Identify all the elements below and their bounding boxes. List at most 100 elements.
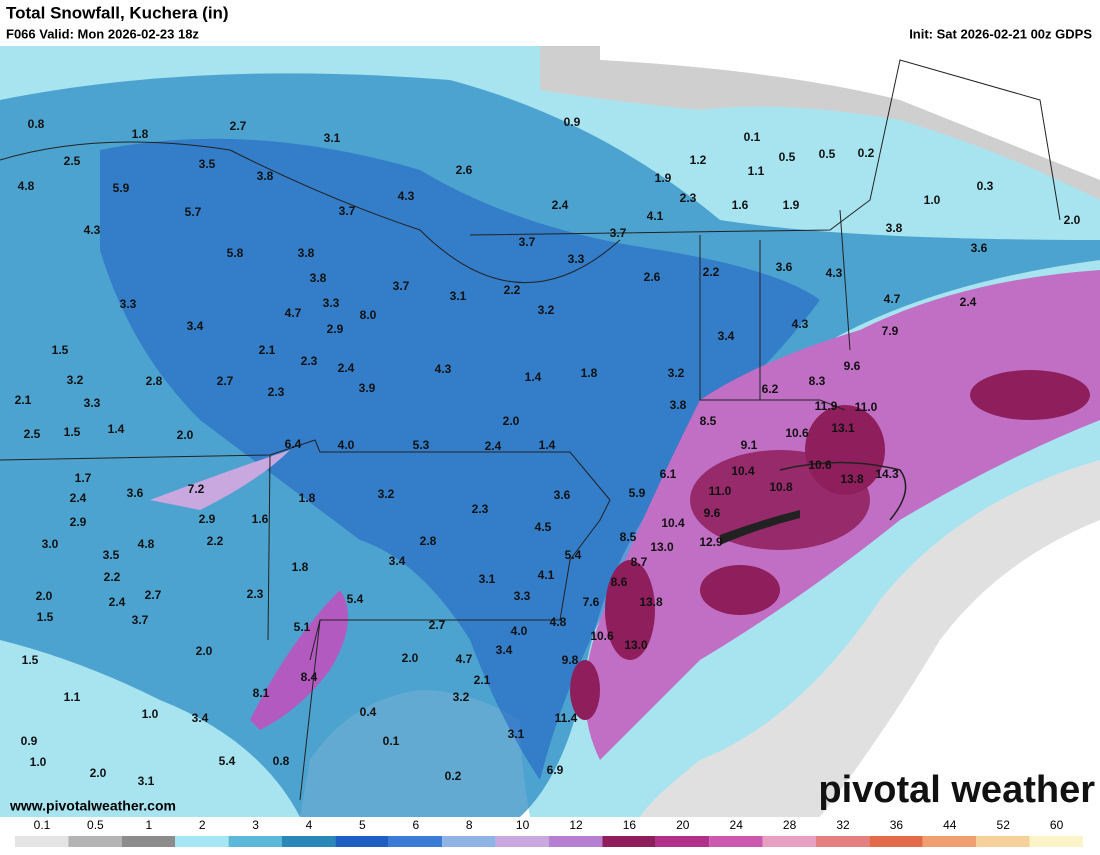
- snow-label: 0.5: [819, 147, 836, 161]
- snow-label: 7.6: [583, 595, 600, 609]
- snow-label: 8.5: [620, 530, 637, 544]
- snow-label: 0.2: [445, 769, 462, 783]
- snow-label: 2.4: [485, 439, 502, 453]
- snow-label: 8.1: [253, 686, 270, 700]
- state-border: [267, 454, 271, 641]
- snow-label: 4.1: [647, 209, 664, 223]
- colorbar-label: 28: [783, 818, 797, 832]
- snow-label: 3.8: [257, 169, 274, 183]
- snow-label: 2.2: [104, 570, 121, 584]
- snow-label: 13.8: [840, 472, 864, 486]
- snow-label: 3.4: [187, 319, 204, 333]
- colorbar-swatch: [282, 836, 336, 847]
- snow-label: 4.3: [435, 362, 452, 376]
- snow-label: 6.4: [285, 437, 302, 451]
- purple-streak: [250, 590, 348, 730]
- snow-label: 2.0: [503, 414, 520, 428]
- snow-label: 0.4: [360, 705, 377, 719]
- snow-label: 4.0: [511, 624, 528, 638]
- snow-label: 2.0: [177, 428, 194, 442]
- snow-label: 3.6: [554, 488, 571, 502]
- snow-label: 1.9: [783, 198, 800, 212]
- snow-label: 8.6: [611, 575, 628, 589]
- snow-label: 3.7: [519, 235, 536, 249]
- snow-label: 4.1: [538, 568, 555, 582]
- colorbar-label: 10: [516, 818, 530, 832]
- snow-label: 14.3: [875, 467, 899, 481]
- snow-label: 3.4: [192, 711, 209, 725]
- snow-label: 4.3: [84, 223, 101, 237]
- colorbar-label: 5: [359, 818, 366, 832]
- snow-label: 2.3: [247, 587, 264, 601]
- snow-label: 10.8: [769, 480, 793, 494]
- snow-label: 1.0: [30, 755, 47, 769]
- snow-label: 2.9: [199, 512, 216, 526]
- snow-labels: 0.8 1.8 2.7 3.1 0.9 0.1 2.5 3.5 3.8 2.6 1.2 0.5 0.5 0…: [15, 115, 1081, 788]
- snow-label: 1.8: [581, 366, 598, 380]
- colorbar-label: 0.5: [87, 818, 104, 832]
- colorbar-swatch: [549, 836, 603, 847]
- snow-label: 2.2: [504, 283, 521, 297]
- snow-label: 11.4: [555, 711, 578, 725]
- snow-label: 7.2: [188, 482, 205, 496]
- colorbar-label: 60: [1050, 818, 1064, 832]
- snow-label: 13.1: [831, 421, 855, 435]
- snow-label: 5.8: [227, 246, 244, 260]
- snow-label: 4.8: [138, 537, 155, 551]
- snow-label: 2.4: [70, 491, 87, 505]
- state-border: [299, 619, 321, 801]
- snow-label: 2.0: [1064, 213, 1081, 227]
- snow-label: 2.8: [420, 534, 437, 548]
- colorbar-label: 44: [943, 818, 957, 832]
- map-area: [0, 46, 1100, 818]
- snow-label: 9.6: [844, 359, 861, 373]
- colorbar-label: 32: [836, 818, 850, 832]
- no-snow: [600, 46, 1100, 180]
- snow-label: 2.0: [402, 651, 419, 665]
- snow-label: 0.9: [21, 734, 38, 748]
- snow-label: 12.9: [699, 535, 723, 549]
- colorbar-swatch: [922, 836, 977, 847]
- colorbar-swatch: [816, 836, 870, 847]
- snow-label: 2.1: [474, 673, 491, 687]
- snow-label: 1.1: [748, 164, 765, 178]
- snow-label: 2.4: [552, 198, 569, 212]
- snow-label: 1.5: [52, 343, 69, 357]
- snow-label: 3.8: [670, 398, 687, 412]
- snow-label: 3.7: [393, 279, 410, 293]
- colorbar-swatch: [762, 836, 816, 847]
- snow-label: 5.9: [629, 486, 646, 500]
- snow-label: 3.2: [538, 303, 555, 317]
- snow-label: 11.0: [709, 484, 732, 498]
- colorbar-swatch: [175, 836, 229, 847]
- colorbar-swatch: [655, 836, 710, 847]
- snow-label: 3.0: [42, 537, 59, 551]
- snow-label: 3.7: [339, 204, 356, 218]
- long-island: [720, 510, 800, 545]
- dark-blue: [100, 138, 820, 780]
- snow-label: 3.4: [389, 554, 406, 568]
- snow-label: 0.8: [28, 117, 45, 131]
- snow-label: 2.0: [90, 766, 107, 780]
- snow-label: 4.5: [535, 520, 552, 534]
- snow-label: 1.6: [732, 198, 749, 212]
- snow-label: 2.3: [268, 385, 285, 399]
- snow-label: 1.5: [22, 653, 39, 667]
- snow-label: 4.3: [826, 266, 843, 280]
- init-time: Init: Sat 2026-02-21 00z GDPS: [909, 26, 1092, 41]
- snow-label: 3.6: [971, 241, 988, 255]
- snow-label: 1.6: [252, 512, 269, 526]
- snow-label: 0.2: [858, 146, 875, 160]
- watermark: pivotal weather: [818, 769, 1095, 811]
- snow-label: 1.2: [690, 153, 707, 167]
- colorbar-swatch: [869, 836, 923, 847]
- heavy-core: [570, 660, 600, 720]
- snow-label: 2.5: [64, 154, 81, 168]
- snow-label: 3.3: [84, 396, 101, 410]
- snow-label: 1.4: [108, 422, 125, 436]
- colorbar-swatch: [1029, 836, 1083, 847]
- header-bg: [0, 0, 1100, 46]
- snow-label: 0.5: [779, 150, 796, 164]
- no-snow-ocean: [820, 520, 1100, 817]
